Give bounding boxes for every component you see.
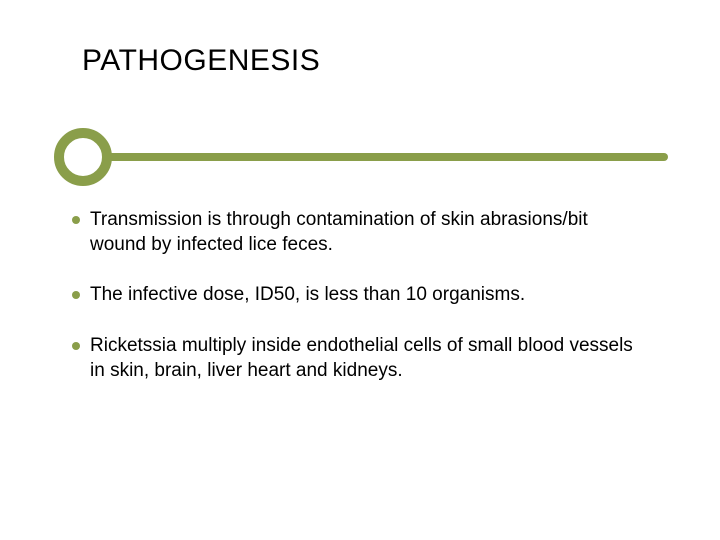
bullet-text: The infective dose, ID50, is less than 1… bbox=[90, 283, 525, 308]
list-item: Transmission is through contamination of… bbox=[72, 208, 642, 257]
bullet-text: Transmission is through contamination of… bbox=[90, 208, 642, 257]
list-item: The infective dose, ID50, is less than 1… bbox=[72, 283, 642, 308]
content-area: Transmission is through contamination of… bbox=[72, 208, 642, 409]
slide: PATHOGENESIS Transmission is through con… bbox=[0, 0, 720, 540]
divider-bar bbox=[54, 128, 666, 186]
bullet-text: Ricketssia multiply inside endothelial c… bbox=[90, 334, 642, 383]
bullet-icon bbox=[72, 216, 80, 224]
bullet-icon bbox=[72, 342, 80, 350]
divider-line bbox=[108, 153, 668, 161]
list-item: Ricketssia multiply inside endothelial c… bbox=[72, 334, 642, 383]
bullet-icon bbox=[72, 291, 80, 299]
divider-knob bbox=[54, 128, 112, 186]
slide-title: PATHOGENESIS bbox=[82, 44, 320, 78]
